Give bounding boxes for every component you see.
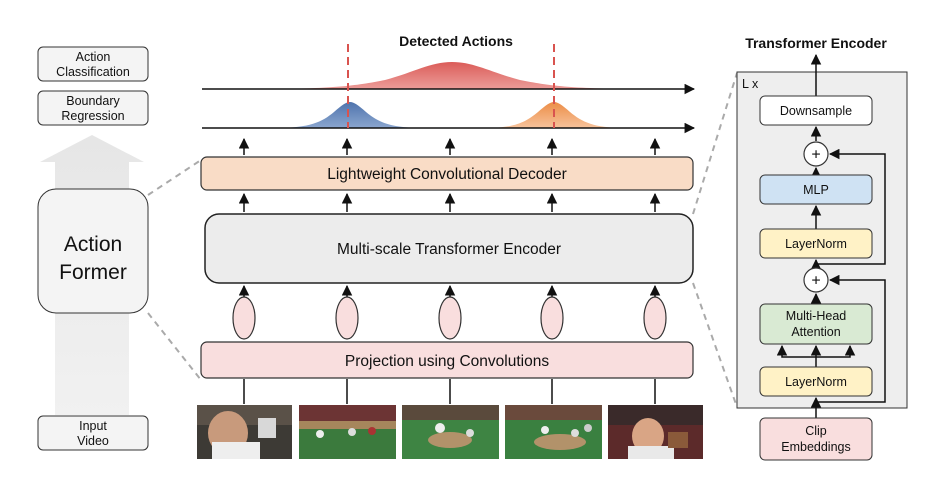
qkv-arrows xyxy=(776,344,856,367)
arrow-up-icon xyxy=(776,344,816,358)
projection-box xyxy=(200,341,694,379)
input-video-line2: Video xyxy=(77,434,109,448)
decoder-label: Lightweight Convolutional Decoder xyxy=(327,166,567,183)
clip-embeddings-line1: Clip xyxy=(805,424,827,438)
input-video-line1: Input xyxy=(79,419,107,433)
pipeline: Lightweight Convolutional Decoder Multi-… xyxy=(197,72,738,459)
detected-actions: Detected Actions xyxy=(202,33,696,134)
frame-input-lines xyxy=(243,379,656,404)
left-column: Action Classification Boundary Regressio… xyxy=(37,46,202,451)
repeat-label: L x xyxy=(742,77,759,91)
video-frame-4 xyxy=(505,405,602,459)
action-classification-line2: Classification xyxy=(56,65,130,79)
boundary-regression-box xyxy=(37,90,149,126)
clip-embeddings-box xyxy=(759,417,873,461)
detected-actions-title: Detected Actions xyxy=(399,33,513,49)
encoder-box xyxy=(204,213,694,284)
encoder-output-arrows xyxy=(238,192,661,212)
clip-embeddings-line2: Embeddings xyxy=(781,440,851,454)
zoom-line-bottom xyxy=(147,312,202,381)
residual-skip-bottom xyxy=(816,274,886,403)
action-classification-box xyxy=(37,46,149,82)
feature-token xyxy=(540,296,564,340)
downsample-label: Downsample xyxy=(780,104,852,118)
plus-circle-icon xyxy=(803,267,829,293)
residual-skip-top xyxy=(816,148,886,265)
arrow-up-icon xyxy=(816,344,856,358)
action-classification-line1: Action xyxy=(76,50,111,64)
encoder-zoom-line-bottom xyxy=(692,282,738,408)
feature-token xyxy=(232,296,256,340)
boundary-regression-line2: Regression xyxy=(61,109,124,123)
decoder-box xyxy=(200,156,694,191)
feature-token xyxy=(643,296,667,340)
boundary-regression-line1: Boundary xyxy=(66,94,120,108)
actionformer-box xyxy=(37,188,149,314)
start-boundary-curve xyxy=(275,102,425,128)
decoder-output-arrows xyxy=(238,137,661,155)
video-frame-3 xyxy=(402,405,499,459)
feature-token xyxy=(438,296,462,340)
video-frame-2 xyxy=(299,405,396,459)
zoom-line-top xyxy=(147,159,202,196)
bottom-residual-plus: + xyxy=(811,273,820,290)
encoder-zoom-line-top xyxy=(692,72,738,215)
video-frame-5 xyxy=(608,405,703,459)
attention-box xyxy=(759,303,873,345)
projection-label: Projection using Convolutions xyxy=(345,353,549,370)
mlp-box xyxy=(759,174,873,205)
downsample-box xyxy=(759,95,873,126)
feature-tokens xyxy=(232,296,667,340)
top-residual-plus: + xyxy=(811,147,820,164)
transformer-encoder-title: Transformer Encoder xyxy=(745,35,887,51)
input-video-box xyxy=(37,415,149,451)
attention-line2: Attention xyxy=(791,325,840,339)
mlp-label: MLP xyxy=(803,183,829,197)
layernorm-bottom-label: LayerNorm xyxy=(785,375,847,389)
transformer-encoder-detail: Transformer Encoder L x Downsample + MLP… xyxy=(736,35,908,461)
video-frame-1 xyxy=(197,405,292,459)
layernorm-bottom-box xyxy=(759,366,873,397)
attention-line1: Multi-Head xyxy=(786,309,846,323)
layernorm-top-label: LayerNorm xyxy=(785,237,847,251)
action-classification-curve xyxy=(255,62,650,89)
token-arrows xyxy=(238,284,661,297)
layernorm-top-box xyxy=(759,228,873,259)
actionformer-line2: Former xyxy=(59,261,127,284)
actionformer-line1: Action xyxy=(64,233,122,256)
plus-circle-icon xyxy=(803,141,829,167)
feature-token xyxy=(335,296,359,340)
encoder-label: Multi-scale Transformer Encoder xyxy=(337,241,561,258)
